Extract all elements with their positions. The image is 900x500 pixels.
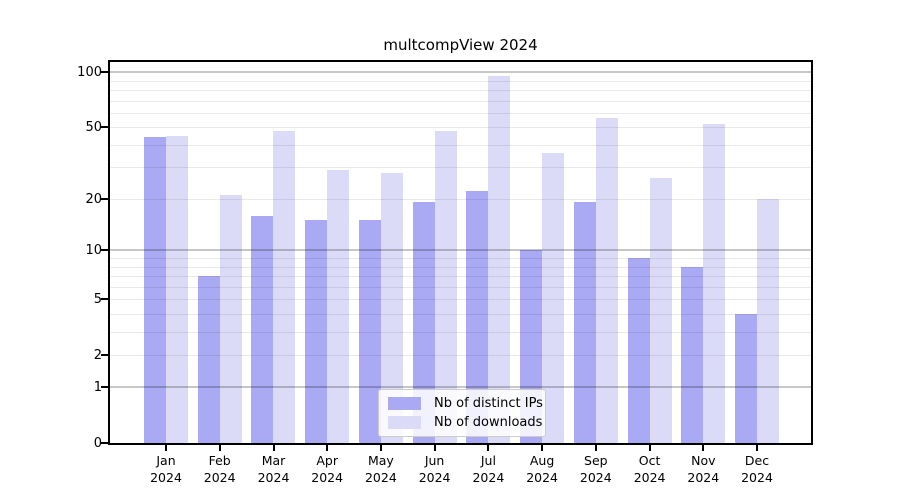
x-tick-mark-may [379,445,382,451]
minor-gridline-60 [110,112,811,114]
minor-gridline-8 [110,266,811,268]
x-tick-label-sep: Sep 2024 [579,453,612,485]
y-tick-mark-20 [101,197,108,200]
y-tick-mark-1 [101,386,108,389]
bar-nb-of-downloads-apr [327,169,350,443]
bar-nb-of-distinct-ips-jun [412,202,435,443]
bar-nb-of-distinct-ips-nov [681,266,704,443]
minor-gridline-40 [110,144,811,146]
bar-nb-of-downloads-aug [542,153,565,443]
x-tick-mark-dec [756,445,758,451]
x-tick-mark-jun [433,445,436,451]
bar-nb-of-distinct-ips-dec [735,313,758,443]
bar-nb-of-downloads-jul [488,75,511,443]
x-tick-mark-apr [326,445,329,451]
bar-nb-of-downloads-oct [649,178,672,443]
minor-gridline-20 [110,198,811,200]
x-tick-mark-aug [541,445,544,451]
minor-gridline-6 [110,286,811,288]
x-tick-label-dec: Dec 2024 [741,453,773,485]
bar-nb-of-distinct-ips-jul [466,191,489,443]
x-tick-mark-oct [648,445,651,451]
legend-swatch-nb-of-distinct-ips [388,397,421,410]
major-gridline-10 [110,249,811,252]
y-tick-mark-50 [101,126,108,129]
minor-gridline-50 [110,127,811,129]
bar-nb-of-downloads-feb [219,194,242,443]
legend-item-nb-of-downloads: Nb of downloads [388,415,545,430]
legend: Nb of distinct IPs Nb of downloads [378,389,546,437]
y-tick-mark-10 [101,249,108,252]
bar-nb-of-downloads-dec [757,198,780,443]
y-tick-label-1: 1 [93,380,102,396]
y-tick-label-0: 0 [93,436,102,451]
major-gridline-100 [110,71,811,74]
legend-label-nb-of-downloads: Nb of downloads [434,415,543,430]
minor-gridline-3 [110,331,811,333]
y-tick-label-100: 100 [77,65,102,81]
bar-nb-of-distinct-ips-may [358,220,381,443]
y-axis: 0 1 2 5 10 20 50 100 [0,62,108,450]
bar-nb-of-distinct-ips-mar [251,215,274,443]
minor-gridline-90 [110,80,811,82]
major-gridline-1 [110,386,811,389]
x-tick-mark-jan [165,445,167,451]
x-axis: Jan 2024 Feb 2024 Mar 2024 Apr 2024 May 2024… [0,443,900,500]
y-tick-label-2: 2 [93,347,102,363]
bar-nb-of-downloads-nov [703,124,726,443]
y-tick-label-20: 20 [85,191,102,207]
plot-area [108,60,813,445]
minor-gridline-2 [110,354,811,356]
y-tick-mark-0 [101,442,108,444]
legend-swatch-nb-of-downloads [388,416,421,429]
x-tick-label-nov: Nov 2024 [687,453,720,485]
y-tick-label-5: 5 [93,292,102,308]
x-tick-label-apr: Apr 2024 [311,453,344,485]
x-tick-label-mar: Mar 2024 [257,453,290,485]
x-tick-mark-feb [218,445,221,451]
legend-item-nb-of-distinct-ips: Nb of distinct IPs [388,396,545,411]
x-tick-label-jul: Jul 2024 [472,453,505,485]
x-tick-mark-jul [487,445,490,451]
y-tick-label-10: 10 [85,243,102,259]
bar-nb-of-distinct-ips-jan [144,137,166,443]
x-tick-label-aug: Aug 2024 [526,453,558,485]
minor-gridline-9 [110,258,811,260]
minor-gridline-5 [110,299,811,301]
x-tick-label-jun: Jun 2024 [418,453,451,485]
y-tick-mark-5 [101,298,108,301]
bar-nb-of-distinct-ips-feb [197,276,220,443]
bar-nb-of-downloads-sep [595,118,618,443]
y-tick-mark-2 [101,353,108,356]
bar-nb-of-downloads-may [380,172,403,443]
plot-inner [110,62,811,443]
bar-nb-of-distinct-ips-apr [305,220,328,443]
x-tick-label-oct: Oct 2024 [633,453,666,485]
x-tick-label-jan: Jan 2024 [150,453,182,485]
x-tick-label-may: May 2024 [364,453,397,485]
minor-gridline-30 [110,167,811,169]
minor-gridline-7 [110,276,811,277]
bar-nb-of-downloads-jun [434,130,457,443]
legend-label-nb-of-distinct-ips: Nb of distinct IPs [434,396,543,411]
minor-gridline-4 [110,313,811,315]
bar-nb-of-downloads-mar [273,130,296,443]
minor-gridline-70 [110,100,811,102]
x-tick-label-feb: Feb 2024 [203,453,236,485]
y-tick-mark-100 [101,71,108,74]
x-tick-mark-mar [272,445,275,451]
minor-gridline-80 [110,90,811,92]
x-tick-mark-nov [702,445,705,451]
x-tick-mark-sep [594,445,597,451]
bar-nb-of-downloads-jan [166,135,188,443]
bar-nb-of-distinct-ips-oct [627,258,650,443]
chart-title: multcompView 2024 [383,36,538,54]
y-tick-label-50: 50 [85,120,102,136]
bar-nb-of-distinct-ips-sep [573,202,596,443]
